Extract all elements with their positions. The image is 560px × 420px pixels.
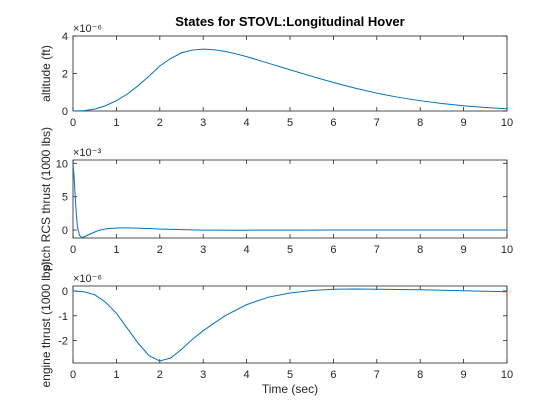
x-tick-label: 4 bbox=[244, 369, 250, 381]
x-tick-label: 10 bbox=[501, 117, 513, 129]
x-tick-label: 1 bbox=[113, 117, 119, 129]
x-tick-label: 1 bbox=[113, 244, 119, 256]
axes-box bbox=[72, 285, 508, 364]
x-tick-label: 0 bbox=[70, 244, 76, 256]
x-tick-label: 0 bbox=[70, 117, 76, 129]
x-tick-label: 0 bbox=[70, 369, 76, 381]
x-tick-label: 10 bbox=[501, 369, 513, 381]
x-tick-label: 3 bbox=[200, 117, 206, 129]
series-line bbox=[72, 163, 507, 238]
axes-pitch-rcs: 0 1 2 3 4 5 6 7 8 9 10 0 5 10 ×10⁻³ pitch RCS thrust (1… bbox=[39, 127, 513, 271]
x-axis-label: Time (sec) bbox=[262, 382, 318, 396]
axes-box bbox=[72, 159, 508, 239]
y-tick-label: 0 bbox=[62, 286, 68, 298]
x-tick-label: 5 bbox=[287, 117, 293, 129]
x-tick-label: 2 bbox=[157, 117, 163, 129]
x-tick-label: 6 bbox=[330, 369, 336, 381]
x-tick-label: 7 bbox=[374, 244, 380, 256]
x-tick-label: 4 bbox=[244, 117, 250, 129]
x-tick-label: 7 bbox=[374, 117, 380, 129]
y-tick-label: 10 bbox=[56, 158, 68, 170]
y-tick-label: 4 bbox=[62, 31, 68, 43]
x-tick-label: 5 bbox=[287, 369, 293, 381]
x-tick-label: 3 bbox=[200, 369, 206, 381]
x-tick-label: 9 bbox=[461, 244, 467, 256]
x-tick-label: 8 bbox=[417, 369, 423, 381]
x-tick-label: 8 bbox=[417, 117, 423, 129]
x-tick-label: 6 bbox=[330, 117, 336, 129]
y-exponent-label: ×10⁻⁶ bbox=[73, 273, 102, 285]
y-tick-label: -2 bbox=[58, 336, 68, 348]
x-tick-label: 4 bbox=[244, 244, 250, 256]
axes-engine-thrust: 0 1 2 3 4 5 6 7 8 9 10 -2 -1 0 ×10⁻⁶ engine thrust (100… bbox=[39, 261, 513, 387]
axes-altitude: 0 1 2 3 4 5 6 7 8 9 10 0 2 4 ×10⁻⁶ altitude (ft) bbox=[39, 23, 513, 129]
series-line bbox=[72, 48, 508, 112]
y-tick-label: 0 bbox=[62, 225, 68, 237]
y-axis-label: pitch RCS thrust (1000 lbs) bbox=[39, 127, 53, 271]
y-axis-label: altitude (ft) bbox=[39, 45, 53, 102]
x-tick-label: 2 bbox=[157, 244, 163, 256]
series-line bbox=[72, 288, 508, 362]
y-axis-label: engine thrust (1000 lbs) bbox=[39, 261, 53, 387]
x-tick-label: 3 bbox=[200, 244, 206, 256]
x-tick-label: 9 bbox=[461, 369, 467, 381]
x-tick-label: 6 bbox=[330, 244, 336, 256]
figure-title: States for STOVL:Longitudinal Hover bbox=[175, 14, 404, 29]
y-exponent-label: ×10⁻³ bbox=[73, 147, 101, 159]
y-tick-label: 2 bbox=[62, 69, 68, 81]
x-tick-label: 8 bbox=[417, 244, 423, 256]
axes-box bbox=[72, 35, 508, 112]
y-tick-label: -1 bbox=[58, 311, 68, 323]
x-tick-label: 5 bbox=[287, 244, 293, 256]
x-tick-label: 1 bbox=[113, 369, 119, 381]
x-tick-label: 10 bbox=[501, 244, 513, 256]
y-tick-label: 5 bbox=[62, 192, 68, 204]
x-tick-label: 9 bbox=[461, 117, 467, 129]
x-tick-label: 2 bbox=[157, 369, 163, 381]
x-tick-label: 7 bbox=[374, 369, 380, 381]
y-exponent-label: ×10⁻⁶ bbox=[73, 23, 102, 35]
y-tick-label: 0 bbox=[62, 106, 68, 118]
